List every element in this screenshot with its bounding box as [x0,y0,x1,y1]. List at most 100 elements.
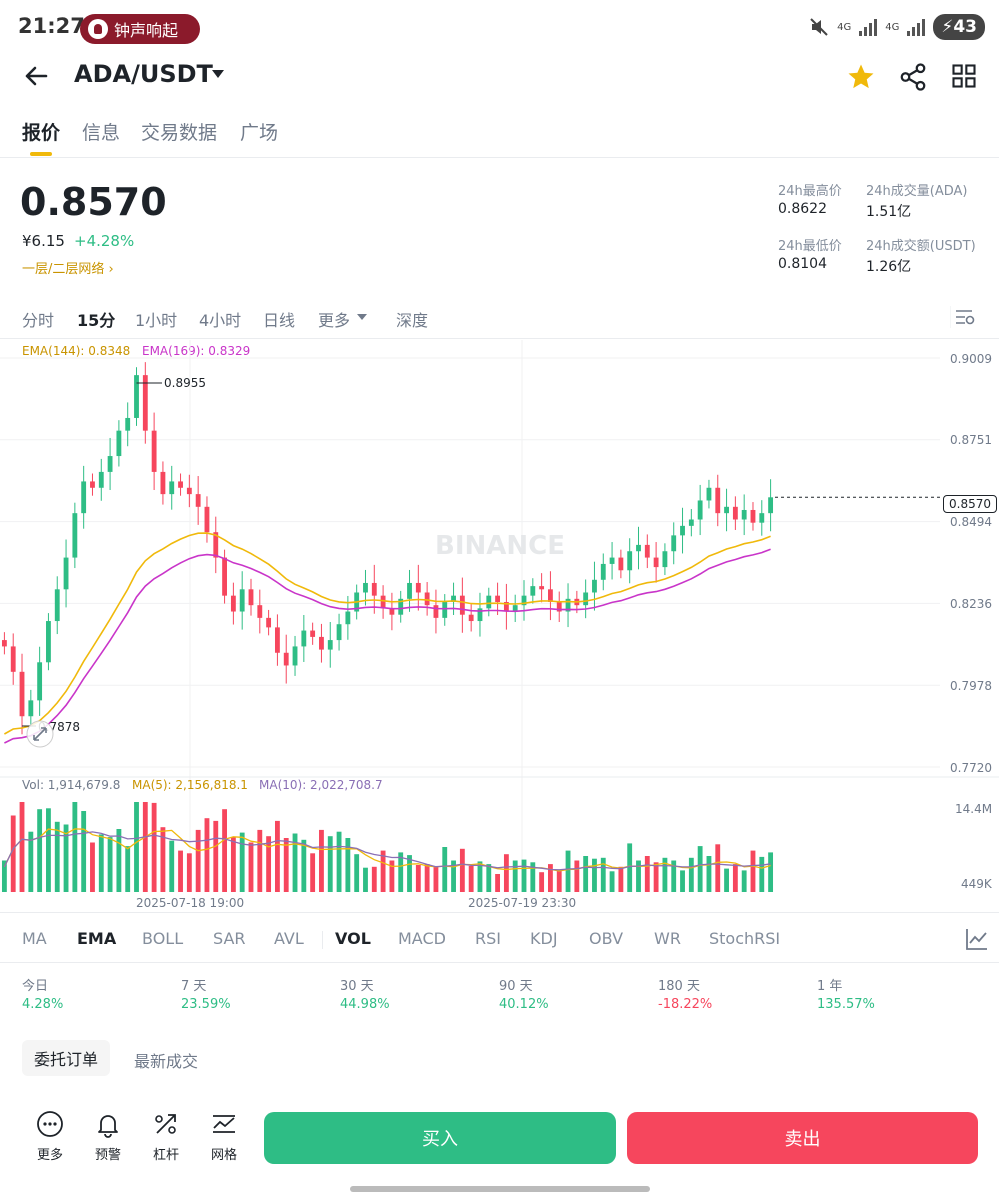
indicator-stochrsi[interactable]: StochRSI [709,929,781,948]
volume-bar [257,829,263,892]
candle-body [151,430,157,472]
price-axis-label: 0.8494 [950,515,992,529]
volume-bar [732,864,738,892]
divider [0,912,999,913]
share-icon[interactable] [898,62,928,92]
volume-bar [724,868,729,892]
volume-bar [125,846,131,892]
indicator-rsi[interactable]: RSI [475,929,501,948]
candle-body [142,375,148,431]
volume-bar [1,860,7,892]
price-axis-label: 0.7720 [950,761,992,775]
indicator-boll[interactable]: BOLL [142,929,184,948]
stat-low-label: 24h最低价 [778,239,842,254]
vol-ma10-legend: MA(10): 2,022,708.7 [259,778,383,792]
back-arrow-icon[interactable] [20,60,52,92]
pair-dropdown-icon[interactable] [212,70,224,78]
candle-body [283,652,289,666]
candle-body [521,595,527,606]
candle-body [10,646,16,672]
vol-axis-label: 449K [961,877,992,891]
indicator-macd[interactable]: MACD [398,929,446,948]
volume-bar [565,850,571,892]
volume-bar [319,829,324,892]
interval-depth[interactable]: 深度 [396,311,429,330]
more-button[interactable]: 更多 [25,1110,75,1163]
chart-grid [0,340,999,892]
interval-15m[interactable]: 15分 [77,311,116,330]
grid-trading-button[interactable]: 网格 [199,1110,249,1163]
alarm-notification-pill[interactable]: 钟声响起 [80,14,200,44]
network-link[interactable]: 一层/二层网络 › [22,262,114,277]
tab-square[interactable]: 广场 [240,122,279,144]
indicator-obv[interactable]: OBV [589,929,624,948]
high-marker-label: 0.8955 [164,376,206,390]
volume-bar [19,802,25,892]
candle-body [248,589,254,606]
alert-button[interactable]: 预警 [83,1110,133,1163]
stat-high-value: 0.8622 [778,201,827,217]
home-indicator[interactable] [350,1186,650,1192]
volume-bar [327,836,333,892]
candlestick-chart[interactable]: BINANCE [0,340,999,912]
expand-chart-icon[interactable] [26,720,54,748]
interval-1h[interactable]: 1小时 [135,311,178,330]
price-axis-label: 0.7978 [950,679,992,693]
stat-vol-ada-label: 24h成交量(ADA) [866,184,968,199]
buy-button[interactable]: 买入 [264,1112,616,1164]
more-dropdown-icon[interactable] [357,314,367,320]
candle-body [107,456,113,472]
interval-time-share[interactable]: 分时 [22,311,55,330]
volume-bar [609,871,615,892]
perf-value-180d: -18.22% [658,997,713,1012]
candle-body [169,481,175,495]
interval-more[interactable]: 更多 [318,311,351,330]
candle-body [116,430,122,457]
volume-bar [486,864,492,892]
indicator-ema[interactable]: EMA [77,929,117,948]
indicator-wr[interactable]: WR [654,929,681,948]
last-price: 0.8570 [20,180,167,224]
star-icon[interactable] [846,62,876,92]
perf-label-7d: 7 天 [181,979,207,994]
sell-button[interactable]: 卖出 [627,1112,978,1164]
volume-bar [512,860,518,892]
alert-label: 预警 [94,1148,121,1163]
candle-body [37,662,43,701]
volume-bar [627,843,633,892]
tab-quote[interactable]: 报价 [22,122,61,144]
chart-settings-icon[interactable] [950,304,978,330]
volume-bar [239,832,245,892]
indicator-avl[interactable]: AVL [274,929,304,948]
signal-icon [859,18,878,36]
volume-bar [389,860,395,892]
interval-4h[interactable]: 4小时 [199,311,242,330]
indicator-chart-icon[interactable] [964,926,990,952]
volume-bar [301,839,307,892]
volume-bar [574,860,580,892]
volume-bar [204,818,210,892]
indicator-kdj[interactable]: KDJ [530,929,558,948]
interval-daily[interactable]: 日线 [263,311,296,330]
leverage-button[interactable]: 杠杆 [141,1110,191,1163]
tab-open-orders[interactable]: 委托订单 [22,1040,110,1076]
candle-body [662,551,668,568]
indicator-sar[interactable]: SAR [213,929,246,948]
tab-trading-data[interactable]: 交易数据 [141,122,218,144]
candle-body [178,481,183,488]
volume-bar [63,824,69,892]
candle-body [424,592,430,606]
price-axis-label: 0.8236 [950,597,992,611]
tab-info[interactable]: 信息 [82,122,121,144]
indicator-vol[interactable]: VOL [335,929,371,948]
volume-bar [10,815,16,892]
pair-title[interactable]: ADA/USDT [74,60,213,88]
tab-latest-trades[interactable]: 最新成交 [134,1052,199,1071]
indicator-ma[interactable]: MA [22,929,47,948]
time-axis-label: 2025-07-18 19:00 [136,896,245,910]
candle-body [389,608,395,615]
volume-bar [618,866,624,892]
candle-body [54,589,60,622]
grid-icon[interactable] [950,62,978,90]
volume-bar [178,850,183,892]
